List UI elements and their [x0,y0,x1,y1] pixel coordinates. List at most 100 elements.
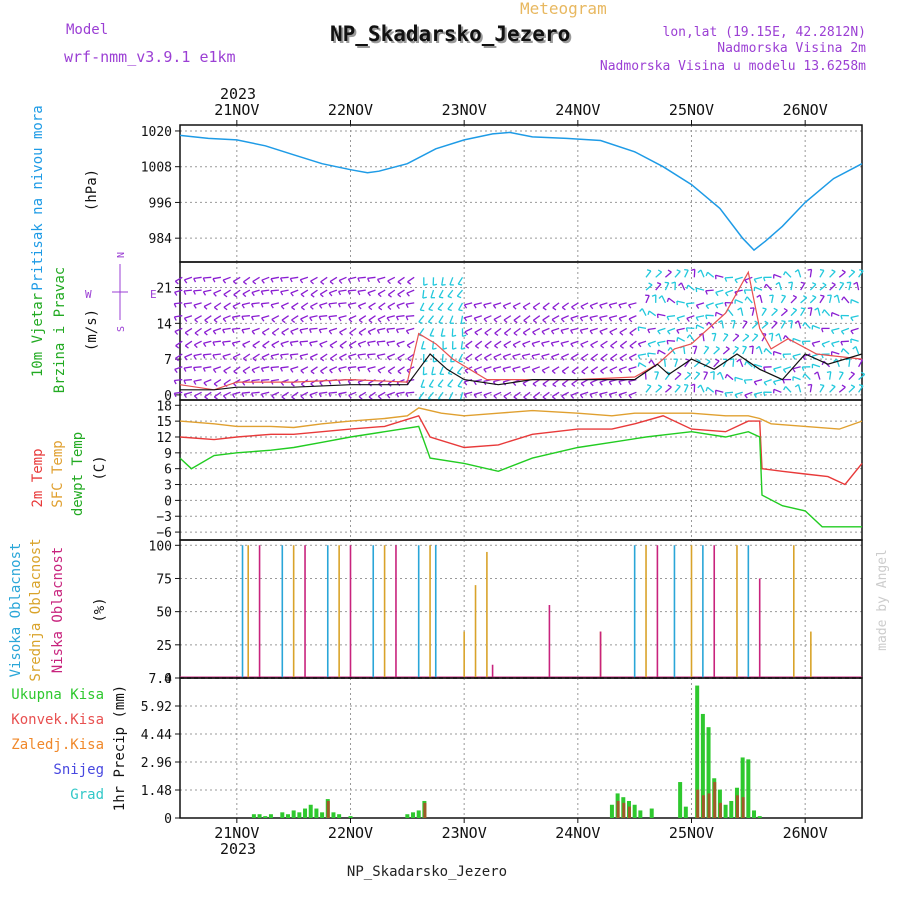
wind-barb-flag [762,391,766,397]
wind-barb [783,366,792,371]
wind-barb [674,358,679,368]
wind-barb [440,328,444,337]
wind-barb-flag [629,345,634,349]
wind-barb [561,302,570,308]
precip-total-bar [746,759,751,818]
wind-barb-flag [291,319,296,324]
wind-barb-flag [686,317,690,322]
bottom-tick-label-5: 26NOV [783,824,828,842]
wind-barb-flag [800,307,805,310]
wind-barb [427,315,435,323]
wind-barb [689,334,695,342]
wind-barb-flag [458,309,463,312]
temp-ytick-label-7: −3 [156,510,172,525]
wind-barb-flag [811,342,815,347]
wind-barb-flag [222,395,227,400]
wind-barb [809,283,817,291]
wind-barb-flag [552,307,557,311]
wind-barb-flag [608,393,612,398]
wind-barb [676,327,685,331]
wind-barb-flag [291,306,296,311]
wind-barb [821,340,830,345]
temp-2m-line [179,414,863,486]
wind-barb-flag [589,382,594,387]
wind-barb [261,327,270,334]
wind-barb [551,340,560,344]
wind-barb [406,289,415,294]
wind-barb [684,269,689,278]
wind-barb [223,289,231,295]
compass-e: E [150,288,157,301]
wind-barb [618,315,627,319]
wind-barb [299,353,309,357]
wind-barb [732,335,740,342]
wind-barb [328,302,337,305]
wind-barb-flag [193,344,198,349]
wind-barb-flag [494,332,499,337]
wind-barb-flag [686,284,689,290]
wind-barb [184,340,193,347]
wind-barb [645,385,652,393]
wind-barb-flag [561,383,566,388]
wind-barb-flag [493,356,497,361]
wind-barb [680,282,686,291]
wind-barb [828,294,832,304]
wind-barb [319,391,328,395]
wind-barb-flag [309,394,313,399]
wind-barb-flag [656,342,661,347]
wind-barb [542,315,550,321]
wind-barb-flag [744,279,748,284]
wind-barb [790,320,793,329]
wind-barb [430,289,435,298]
wind-barb [493,391,502,397]
wind-barb [570,315,579,319]
wind-barb [809,269,813,278]
wind-barb [377,289,386,295]
wind-barb [581,353,589,359]
wind-barb-flag [241,392,245,398]
wind-barb [780,295,787,304]
wind-barb-flag [841,269,846,273]
wind-barb [483,391,492,396]
wind-barb [797,269,802,278]
wind-barb [628,302,637,306]
wind-barb-flag [299,341,303,346]
wind-barb [512,366,521,370]
wind-barb-flag [845,358,851,361]
wind-ytick-label-3: 0 [164,389,172,404]
wind-barb-flag [463,304,468,309]
wind-barb [310,302,318,308]
precip-legend-total: Ukupna Kisa [11,687,104,703]
wind-barb [338,366,347,370]
wind-barb [174,327,183,333]
wind-barb [541,340,550,344]
wind-barb [610,353,618,360]
wind-barb-flag [252,345,257,349]
wind-barb [447,366,454,374]
precip-total-bar [678,782,683,818]
wind-barb-flag [261,279,265,284]
wind-barb [349,327,357,334]
wind-barb [493,302,502,306]
wind-barb [406,315,415,318]
wind-barb-flag [367,292,371,297]
wind-barb-flag [202,354,206,359]
precip-conv-bar [718,802,722,818]
wind-barb-flag [270,290,274,295]
wind-barb [184,353,193,358]
wind-barb [437,302,444,310]
precip-total-bar [609,804,614,818]
wind-barb-flag [212,278,216,283]
wind-barb-flag [801,366,805,371]
wind-barb [705,302,714,307]
wind-barb-flag [608,317,613,322]
wind-barb [817,307,821,316]
pressure-frame [179,124,863,263]
wind-barb [300,366,309,372]
wind-barb [541,327,550,333]
temp-ytick-label-0: 18 [156,399,172,414]
wind-barb-flag [473,304,477,309]
wind-barb-flag [705,315,708,320]
wind-barb-flag [270,367,274,372]
wind-barb-flag [309,317,313,322]
